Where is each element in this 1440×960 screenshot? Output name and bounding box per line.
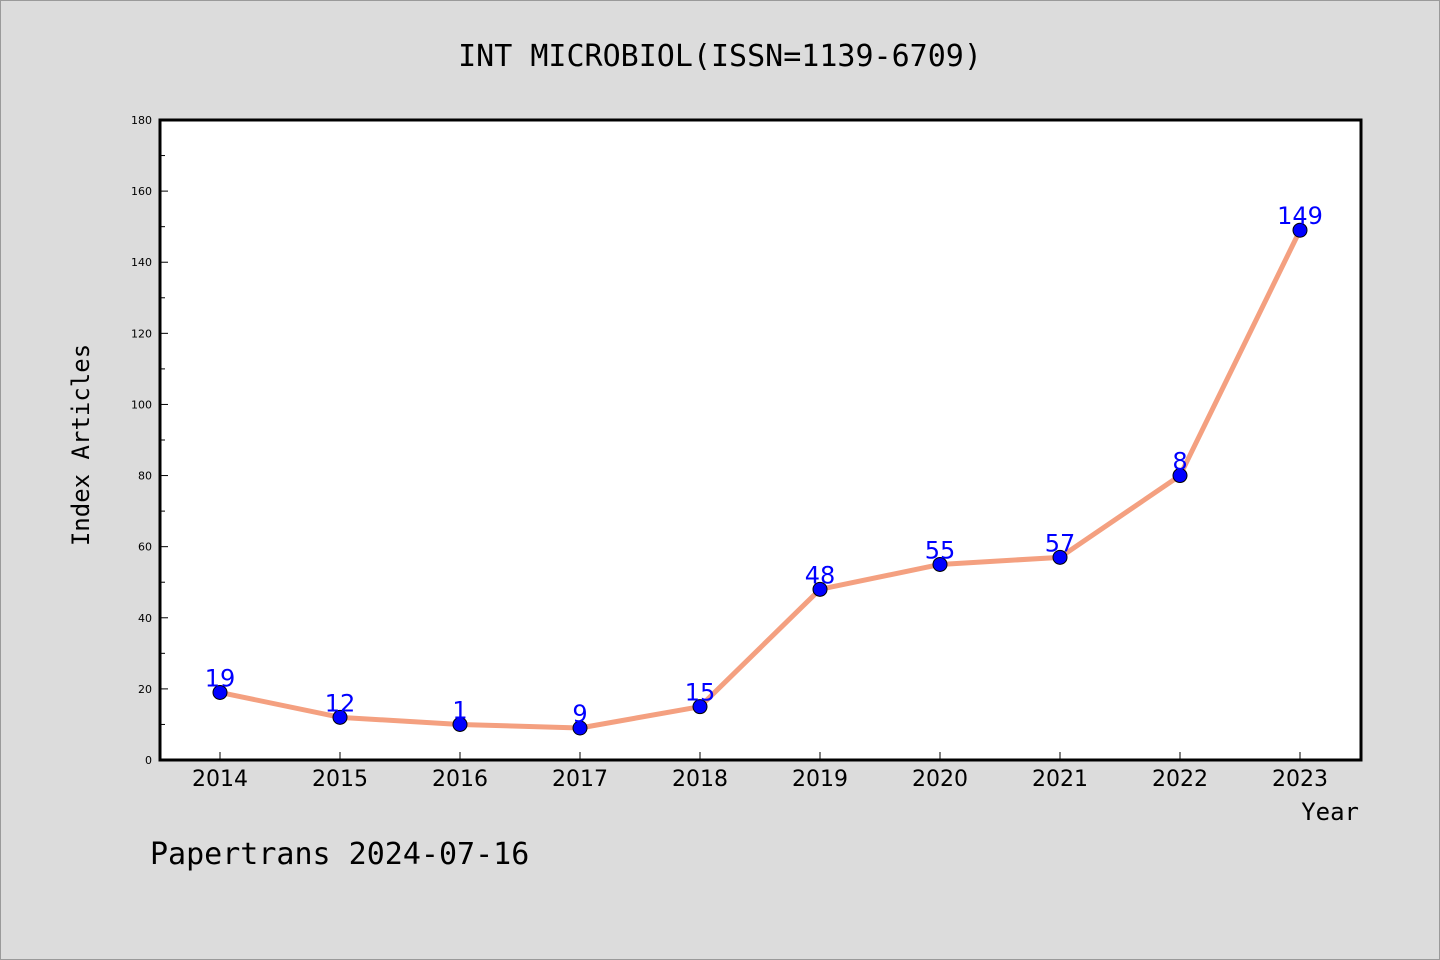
x-tick-label: 2018 — [672, 767, 728, 792]
data-label: 57 — [1045, 529, 1076, 557]
x-tick-label: 2016 — [432, 767, 488, 792]
data-point — [332, 709, 348, 725]
y-tick-label: 80 — [138, 470, 152, 483]
data-label: 15 — [685, 679, 716, 707]
data-point — [1172, 468, 1188, 484]
x-tick-label: 2015 — [312, 767, 368, 792]
plot-area — [158, 118, 1363, 762]
y-tick-label: 160 — [131, 185, 152, 198]
x-tick-label: 2023 — [1272, 767, 1328, 792]
series-markers — [212, 222, 1308, 736]
y-axis: 0 20 40 60 80 100 120 140 160 180 — [131, 114, 168, 767]
x-tick-label: 2017 — [552, 767, 608, 792]
y-tick-label: 140 — [131, 256, 152, 269]
data-point — [452, 716, 468, 732]
footer-text: Papertrans 2024-07-16 — [150, 837, 529, 872]
data-label: 48 — [805, 561, 836, 589]
chart-title: INT MICROBIOL(ISSN=1139-6709) — [458, 39, 982, 74]
data-label: 9 — [572, 700, 587, 728]
y-axis-label: Index Articles — [67, 344, 95, 546]
data-label: 1 — [452, 696, 467, 724]
y-tick-label: 60 — [138, 541, 152, 554]
y-tick-label: 20 — [138, 683, 152, 696]
data-label: 12 — [325, 689, 356, 717]
y-tick-label: 0 — [145, 754, 152, 767]
data-point — [1052, 549, 1068, 565]
data-label: 149 — [1277, 202, 1323, 230]
data-label: 19 — [205, 664, 236, 692]
y-tick-label: 100 — [131, 398, 152, 411]
x-tick-label: 2014 — [192, 767, 248, 792]
x-axis: 2014 2015 2016 2017 2018 2019 2020 2021 2022 2023 — [192, 752, 1328, 792]
data-point — [212, 684, 228, 700]
data-label: 55 — [925, 536, 956, 564]
x-tick-label: 2020 — [912, 767, 968, 792]
series-line — [217, 227, 1303, 731]
data-point — [692, 699, 708, 715]
data-point — [932, 556, 948, 572]
y-tick-label: 120 — [131, 327, 152, 340]
data-point — [1292, 222, 1308, 238]
series-line-group — [217, 227, 1303, 731]
y-tick-label: 180 — [131, 114, 152, 127]
data-point — [812, 581, 828, 597]
x-tick-label: 2022 — [1152, 767, 1208, 792]
x-axis-label: Year — [1301, 798, 1359, 826]
x-tick-label: 2021 — [1032, 767, 1088, 792]
data-label: 8 — [1172, 448, 1187, 476]
data-point — [572, 720, 588, 736]
y-tick-label: 40 — [138, 612, 152, 625]
x-tick-label: 2019 — [792, 767, 848, 792]
